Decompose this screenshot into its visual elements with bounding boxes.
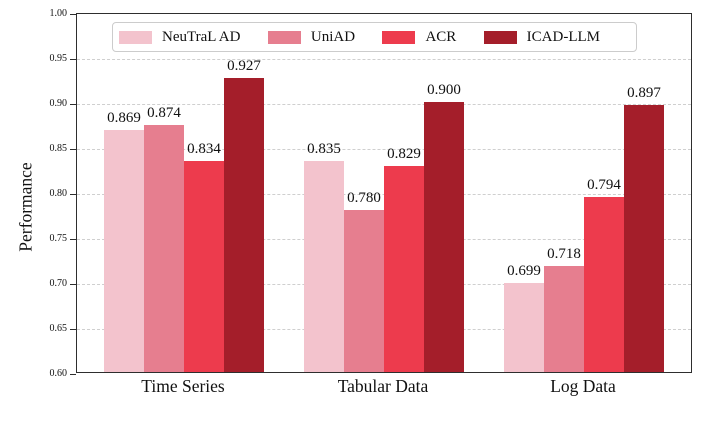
bar-value-label: 0.874 xyxy=(147,105,181,122)
legend-swatch-icon xyxy=(119,30,152,44)
bar xyxy=(104,129,144,372)
bar-value-label: 0.897 xyxy=(627,84,661,101)
y-tick-label: 0.80 xyxy=(49,188,68,199)
legend-swatch-icon xyxy=(382,30,416,44)
bar xyxy=(624,104,664,372)
bar xyxy=(304,160,344,372)
y-tick-mark xyxy=(70,193,76,195)
bar xyxy=(504,282,544,372)
bar-value-label: 0.834 xyxy=(187,141,221,158)
legend: NeuTraL AD UniAD ACR ICAD-LLM xyxy=(112,22,637,52)
x-tick-label: Time Series xyxy=(141,376,225,396)
bar-value-label: 0.718 xyxy=(547,245,581,262)
bar xyxy=(144,125,184,372)
y-tick-mark xyxy=(70,283,76,285)
bar-value-label: 0.780 xyxy=(347,190,381,206)
x-tick-label: Tabular Data xyxy=(337,376,429,396)
legend-item: ICAD-LLM xyxy=(483,28,600,46)
bar xyxy=(224,77,264,372)
legend-label: UniAD xyxy=(310,28,356,45)
x-tick-label: Log Data xyxy=(550,376,616,396)
y-tick-label: 0.70 xyxy=(49,278,68,289)
y-tick-mark xyxy=(70,103,76,105)
plot-area: Performance 1.00 0.95 0.90 0.85 0.80 0.75 0.70… xyxy=(16,9,692,379)
bar-value-label: 0.699 xyxy=(507,262,541,279)
gridline xyxy=(77,104,691,105)
y-tick-mark xyxy=(70,238,76,240)
y-tick-mark xyxy=(70,373,76,375)
legend-label: ICAD-LLM xyxy=(526,28,600,45)
legend-item: ACR xyxy=(382,29,456,46)
bar-value-label: 0.829 xyxy=(387,145,421,162)
y-tick-label: 0.65 xyxy=(49,323,68,334)
y-tick-label: 1.00 xyxy=(49,8,68,19)
y-tick-label: 0.95 xyxy=(49,53,68,64)
bar xyxy=(544,265,584,372)
y-tick-mark xyxy=(70,328,76,330)
legend-label: NeuTraL AD xyxy=(162,28,241,45)
bar-value-label: 0.927 xyxy=(227,57,261,74)
bar-value-label: 0.835 xyxy=(307,140,341,157)
legend-label: ACR xyxy=(425,28,457,45)
y-tick-label: 0.90 xyxy=(49,98,68,109)
legend-item: NeuTraL AD xyxy=(119,29,240,46)
bar xyxy=(184,161,224,372)
y-tick-label: 0.75 xyxy=(49,233,68,244)
y-tick-mark xyxy=(70,58,76,60)
bar xyxy=(584,197,624,372)
legend-swatch-icon xyxy=(483,30,517,44)
gridline xyxy=(77,59,691,60)
y-tick-label: 0.85 xyxy=(49,143,68,154)
bar xyxy=(344,210,384,372)
legend-swatch-icon xyxy=(267,30,301,44)
y-tick-label: 0.60 xyxy=(49,368,68,379)
legend-item: UniAD xyxy=(267,28,356,46)
bar-value-label: 0.794 xyxy=(587,177,621,194)
y-tick-mark xyxy=(70,148,76,150)
gridline xyxy=(77,149,691,150)
y-tick-mark xyxy=(70,13,76,15)
bar-value-label: 0.869 xyxy=(107,109,141,126)
bar-value-label: 0.900 xyxy=(427,82,461,98)
bar xyxy=(384,165,424,372)
bar xyxy=(424,102,464,372)
